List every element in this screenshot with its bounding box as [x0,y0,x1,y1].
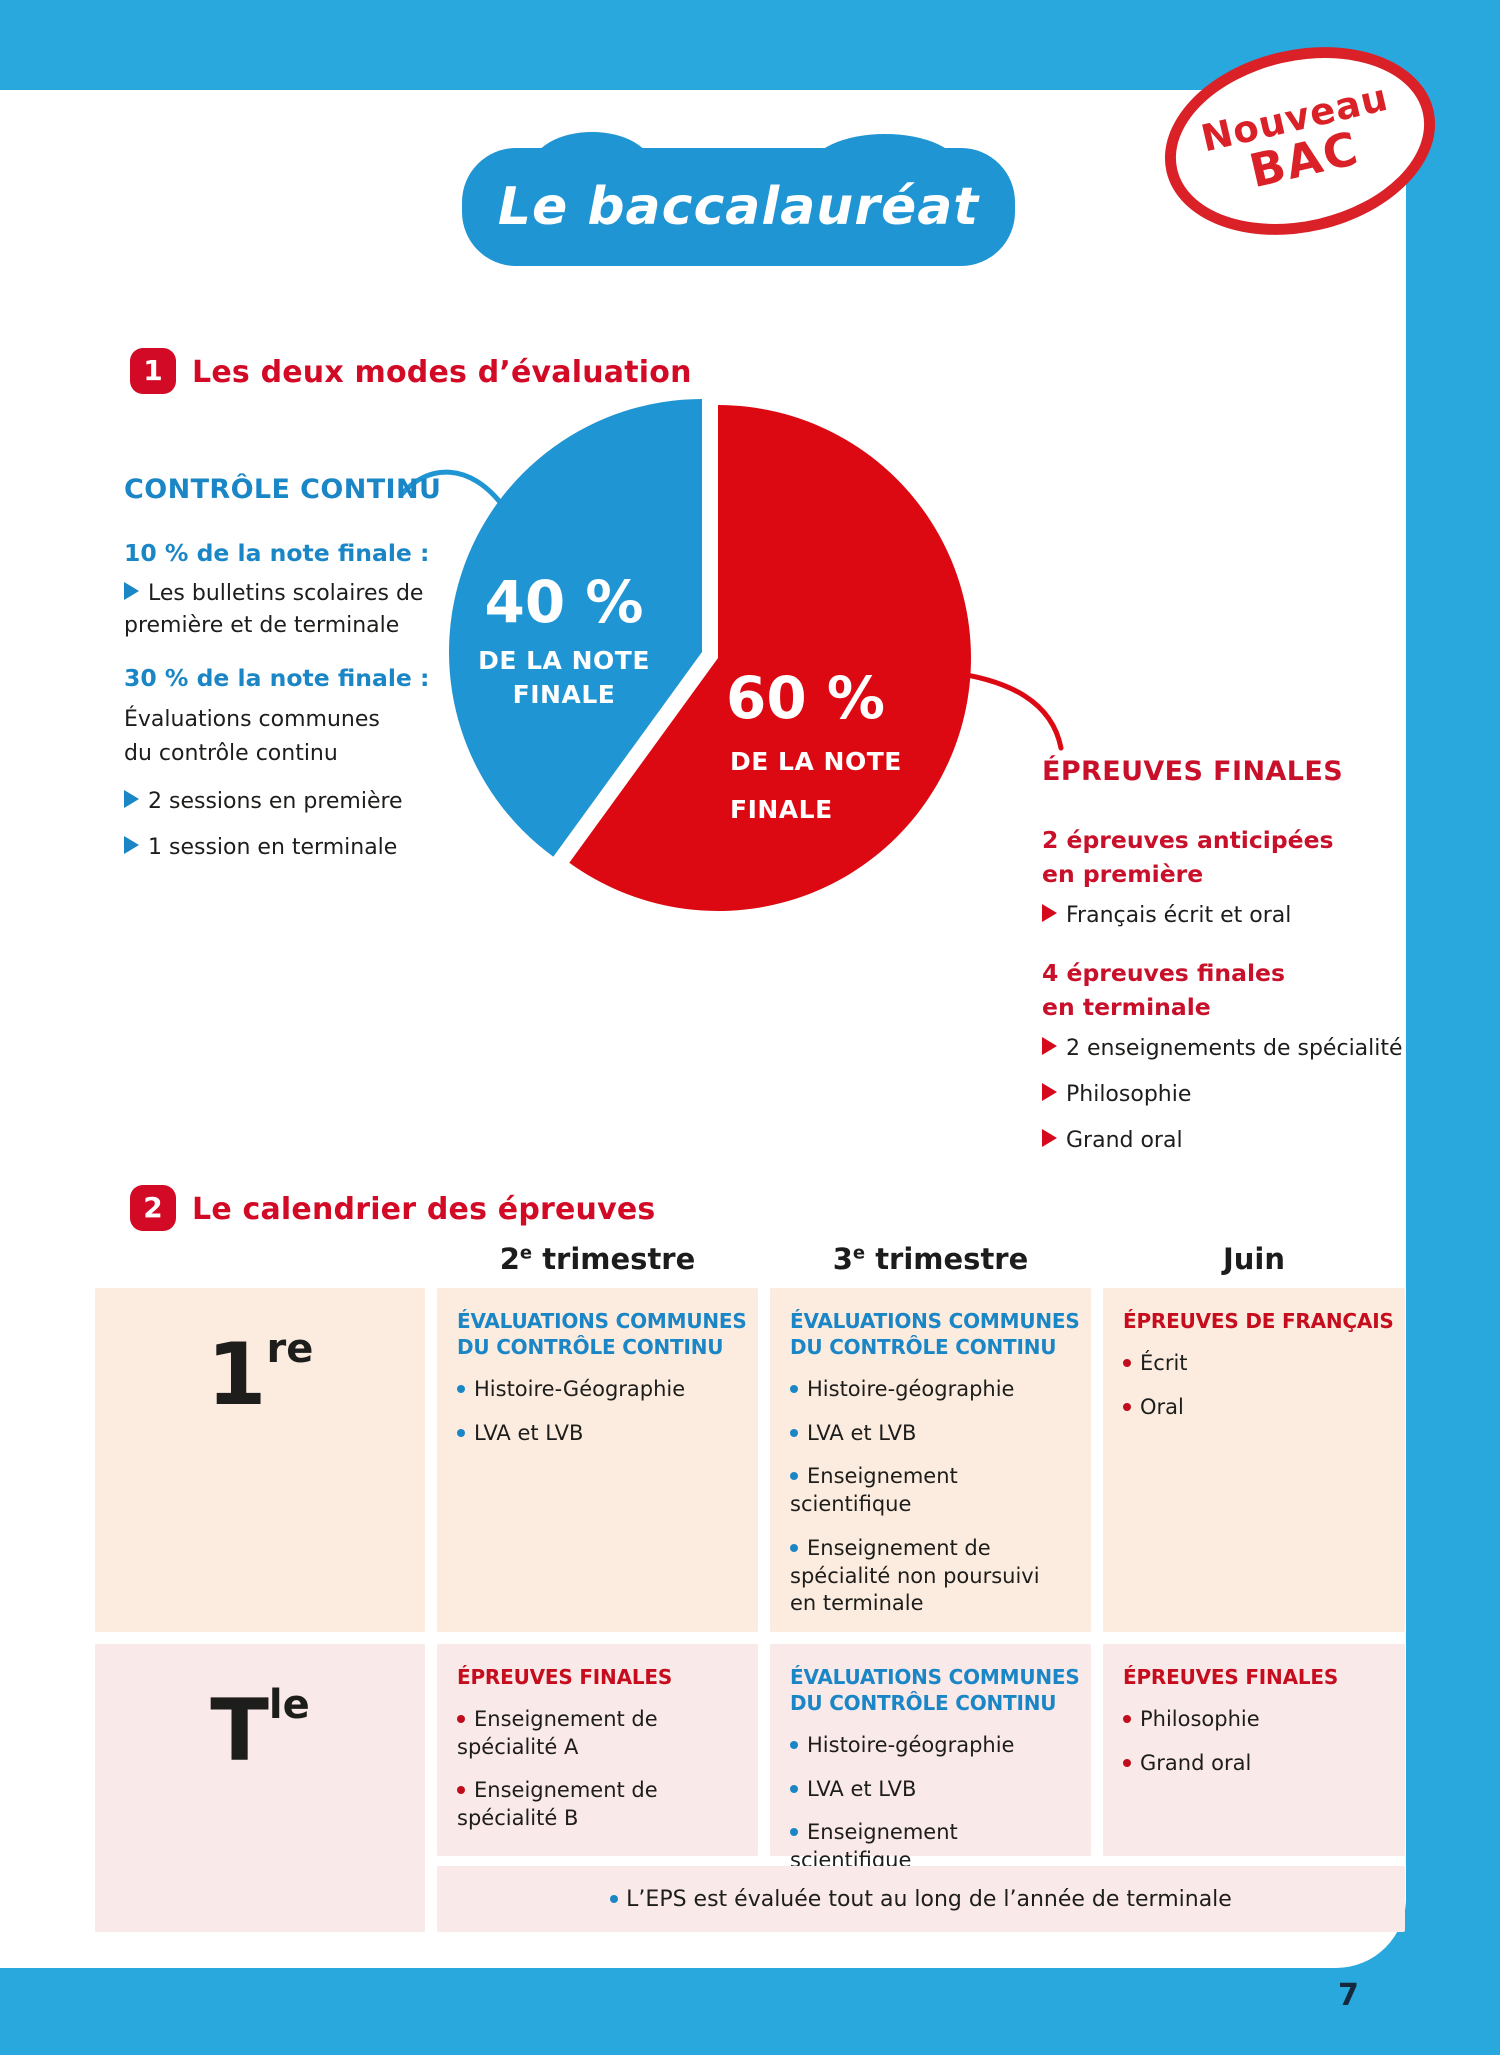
pie-blue-value: 40 % [484,568,643,636]
cell-heading: ÉVALUATIONS COMMUNES DU CONTRÔLE CONTINU [790,1665,1080,1715]
section2-number-badge: 2 [130,1185,176,1231]
triangle-bullet-icon [1042,1083,1057,1102]
cell-item: Enseignement de spécialité non poursuivi… [790,1535,1040,1616]
column-header-juin: Juin [1222,1242,1286,1276]
dot-bullet-icon [1123,1359,1131,1367]
finales-subhead-terminale: 4 épreuves finales en terminale [1042,959,1285,1022]
table-cell-tle-juin: ÉPREUVES FINALES Philosophie Grand oral [1103,1644,1405,1856]
cell-heading: ÉPREUVES FINALES [457,1665,673,1689]
pie-blue-caption-2: FINALE [513,680,616,709]
list-item: 2 sessions en première [124,786,458,818]
triangle-bullet-icon [124,789,139,808]
finales-block: ÉPREUVES FINALES 2 épreuves anticipées e… [1042,756,1406,1171]
column-header-trimestre3: 3e trimestre [832,1242,1029,1276]
cell-item: LVA et LVB [790,1776,1081,1804]
column-header-trimestre2: 2e trimestre [499,1242,696,1276]
continu-subhead-30: 30 % de la note finale : [124,663,430,692]
cell-item: Enseignement scientifique [790,1464,958,1517]
cell-item: Enseignement de spécialité A [457,1707,658,1759]
cell-item: LVA et LVB [790,1420,1081,1448]
list-item: Philosophie [1042,1079,1406,1111]
cell-heading: ÉPREUVES FINALES [1123,1665,1339,1689]
dot-bullet-icon [790,1472,798,1481]
table-cell-tle-trimestre2: ÉPREUVES FINALES Enseignement de spécial… [437,1644,758,1856]
cell-item: Enseignement de spécialité B [457,1778,658,1831]
continu-body: Évaluations communes du contrôle continu [124,706,380,766]
cell-item: LVA et LVB [457,1420,748,1448]
continu-subhead-10: 10 % de la note finale : [124,539,430,567]
triangle-bullet-icon [124,835,139,854]
triangle-bullet-icon [1042,904,1057,923]
eps-note: L’EPS est évaluée tout au long de l’anné… [437,1866,1405,1932]
triangle-bullet-icon [1042,1128,1057,1147]
pie-chart: 40 % DE LA NOTE FINALE 60 % DE LA NOTE F… [448,399,971,911]
title-banner: Le baccalauréat [462,132,1015,266]
list-item: Les bulletins scolaires de première et d… [124,581,424,638]
finales-heading: ÉPREUVES FINALES [1042,756,1344,787]
cell-item: Histoire-Géographie [457,1376,748,1404]
section1-title: Les deux modes d’évaluation [192,355,692,390]
table-cell-tle-trimestre3: ÉVALUATIONS COMMUNES DU CONTRÔLE CONTINU… [770,1644,1091,1872]
dot-bullet-icon [790,1543,798,1552]
dot-bullet-icon [790,1828,798,1837]
pie-red-caption-1: DE LA NOTE [730,747,902,776]
dot-bullet-icon [457,1715,465,1723]
dot-bullet-icon [790,1741,798,1749]
dot-bullet-icon [457,1428,465,1437]
cell-item: Oral [1123,1394,1395,1422]
list-item: 1 session en terminale [124,832,458,864]
dot-bullet-icon [790,1428,798,1437]
page-title: Le baccalauréat [497,177,980,237]
dot-bullet-icon [790,1784,798,1793]
pie-red-value: 60 % [726,664,885,732]
dot-bullet-icon [790,1385,798,1393]
row-label-terminale: Tle [95,1644,425,1932]
row-label-premiere: 1re [95,1288,425,1632]
cell-item: Histoire-géographie [790,1732,1081,1760]
continu-block: CONTRÔLE CONTINU 10 % de la note finale … [124,474,458,878]
cell-item: Histoire-géographie [790,1376,1081,1404]
pie-slice-blue-shape [448,399,702,857]
table-cell-1re-trimestre2: ÉVALUATIONS COMMUNES DU CONTRÔLE CONTINU… [437,1288,758,1632]
connector-line-blue [399,469,506,509]
dot-bullet-icon [1123,1715,1131,1723]
dot-bullet-icon [457,1385,465,1393]
cell-heading: ÉVALUATIONS COMMUNES DU CONTRÔLE CONTINU [457,1309,747,1359]
pie-red-caption-2: FINALE [730,795,833,824]
dot-bullet-icon [457,1786,465,1795]
pie-blue-caption-1: DE LA NOTE [478,646,650,675]
pie-slice-continu: 40 % DE LA NOTE FINALE [448,399,702,857]
pie-slice-red-shape [569,405,971,911]
dot-bullet-icon [1123,1758,1131,1767]
table-cell-1re-juin: ÉPREUVES DE FRANÇAIS Écrit Oral [1103,1288,1405,1632]
dot-bullet-icon [610,1895,619,1903]
page-number: 7 [1338,1978,1359,2013]
cell-item: Grand oral [1123,1750,1395,1778]
table-cell-1re-trimestre3: ÉVALUATIONS COMMUNES DU CONTRÔLE CONTINU… [770,1288,1091,1632]
cell-heading: ÉVALUATIONS COMMUNES DU CONTRÔLE CONTINU [790,1309,1080,1359]
cell-heading: ÉPREUVES DE FRANÇAIS [1123,1309,1394,1333]
list-item: Français écrit et oral [1042,900,1406,932]
list-item: 2 enseignements de spécialité [1042,1033,1406,1065]
triangle-bullet-icon [124,582,139,600]
triangle-bullet-icon [1042,1037,1057,1056]
cell-item: Écrit [1123,1350,1395,1378]
pie-slice-finales: 60 % DE LA NOTE FINALE [569,405,971,911]
cell-item: Philosophie [1123,1706,1395,1734]
dot-bullet-icon [1123,1402,1131,1411]
list-item: Grand oral [1042,1125,1406,1157]
continu-heading: CONTRÔLE CONTINU [124,474,442,505]
section1-number-badge: 1 [130,348,176,394]
section2-title: Le calendrier des épreuves [192,1192,656,1227]
finales-subhead-anticipees: 2 épreuves anticipées en première [1042,826,1334,889]
